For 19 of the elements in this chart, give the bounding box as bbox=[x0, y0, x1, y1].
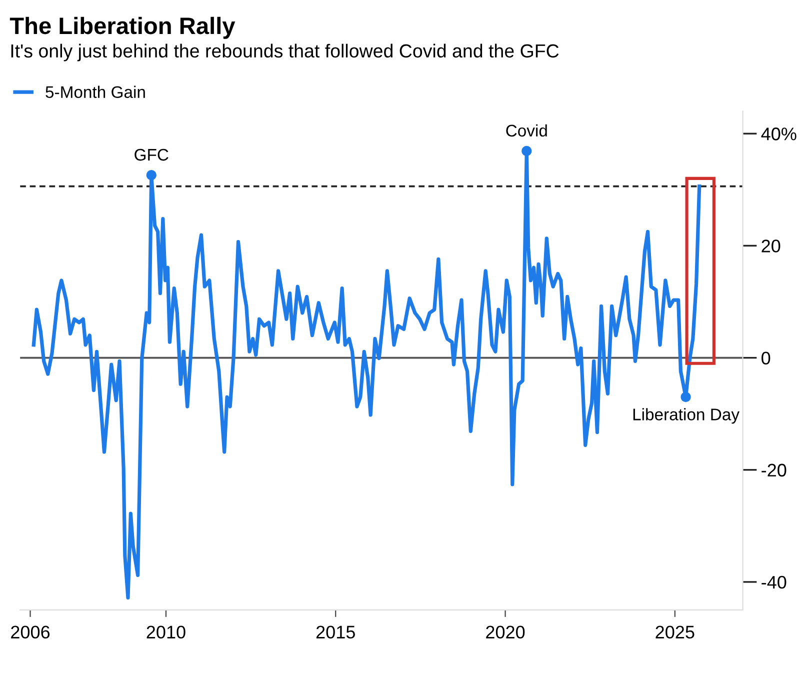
annotation: Liberation Day bbox=[633, 408, 740, 424]
point bbox=[146, 170, 156, 180]
annotation: GFC bbox=[134, 148, 168, 161]
y-tick-label: 40% bbox=[761, 128, 796, 140]
x-tick-label: 2015 bbox=[316, 626, 355, 639]
point bbox=[522, 146, 532, 156]
x-tick-label: 2006 bbox=[11, 626, 50, 639]
x-tick-label: 2020 bbox=[486, 626, 525, 639]
chart-subtitle: It's only just behind the rebounds that followed Covid and the GFC bbox=[11, 44, 559, 62]
annotation: Covid bbox=[506, 124, 547, 137]
y-tick-label: -40 bbox=[762, 576, 786, 589]
y-tick-label: -20 bbox=[762, 464, 786, 477]
legend-label: 5-Month Gain bbox=[46, 86, 145, 98]
x-tick-label: 2010 bbox=[146, 626, 186, 639]
x-tick-label: 2025 bbox=[656, 626, 694, 639]
chart-title: The Liberation Rally bbox=[10, 16, 236, 39]
y-tick-label: 0 bbox=[762, 352, 770, 365]
y-tick-label: 20 bbox=[762, 240, 780, 252]
point bbox=[680, 392, 691, 402]
